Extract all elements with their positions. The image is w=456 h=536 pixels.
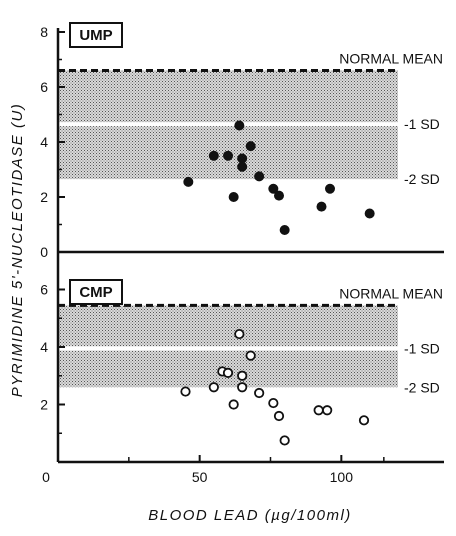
cmp-normal-mean-label: NORMAL MEAN [339,285,443,301]
cmp-point [313,405,324,416]
cmp-band-mean-to-1sd [58,305,398,347]
cmp-point [208,382,219,393]
cmp-point [273,410,285,422]
ump-point [183,176,194,187]
ump-point [208,150,219,161]
ump-point [268,183,279,194]
cmp-point [279,435,290,446]
cmp-point [237,382,248,393]
cmp-point [222,367,234,378]
ump-point [237,153,248,164]
ump-title-box [69,22,123,48]
cmp-point [322,405,333,416]
ump-point [274,190,284,201]
cmp-point [180,386,191,397]
ump-point [228,192,239,202]
cmp-ytick-label-2: 2 [40,397,48,413]
cmp-point [234,328,245,340]
ump-normal-mean-label: NORMAL MEAN [339,51,443,67]
ump-1sd-label: -1 SD [404,116,440,132]
ump-point [364,208,375,219]
ump-point [254,171,265,182]
ump-ytick-label-2: 2 [40,189,48,205]
cmp-2sd-label: -2 SD [404,379,440,395]
cmp-ytick-label-6: 6 [40,282,48,298]
ump-ytick-label-6: 6 [40,79,48,95]
cmp-title-box [69,279,123,305]
ump-band-mean-to-1sd [58,70,398,123]
cmp-panel: NORMAL MEAN -1 SD -2 SD 2 4 6 CMP [40,279,443,446]
y-axis-label: PYRIMIDINE 5'-NUCLEOTIDASE (U) [9,103,26,398]
cmp-point [228,399,239,410]
cmp-ytick-label-4: 4 [40,339,48,355]
ump-point [245,141,256,152]
ump-point [223,150,233,161]
cmp-point [254,387,265,399]
ump-point [234,120,245,131]
cmp-point [358,415,370,426]
xtick-label-0: 0 [42,469,50,485]
ump-title: UMP [79,27,112,44]
ump-point [237,161,248,172]
xtick-label-100: 100 [330,469,354,485]
x-axis-label: BLOOD LEAD (µg/100ml) [148,507,352,524]
ump-point [316,201,327,212]
ump-panel: NORMAL MEAN -1 SD -2 SD 0 2 4 6 8 UMP [40,22,443,260]
ump-point [279,225,290,235]
ump-ytick-label-8: 8 [40,24,48,40]
cmp-point [237,370,248,381]
cmp-title: CMP [79,284,112,301]
ump-2sd-label: -2 SD [404,171,440,187]
ump-ytick-label-4: 4 [40,134,48,150]
ump-point [325,183,335,194]
cmp-1sd-label: -1 SD [404,340,440,356]
cmp-point [268,397,279,409]
xtick-label-50: 50 [192,469,208,485]
cmp-point [245,350,256,361]
ump-ytick-label-0: 0 [40,244,48,260]
